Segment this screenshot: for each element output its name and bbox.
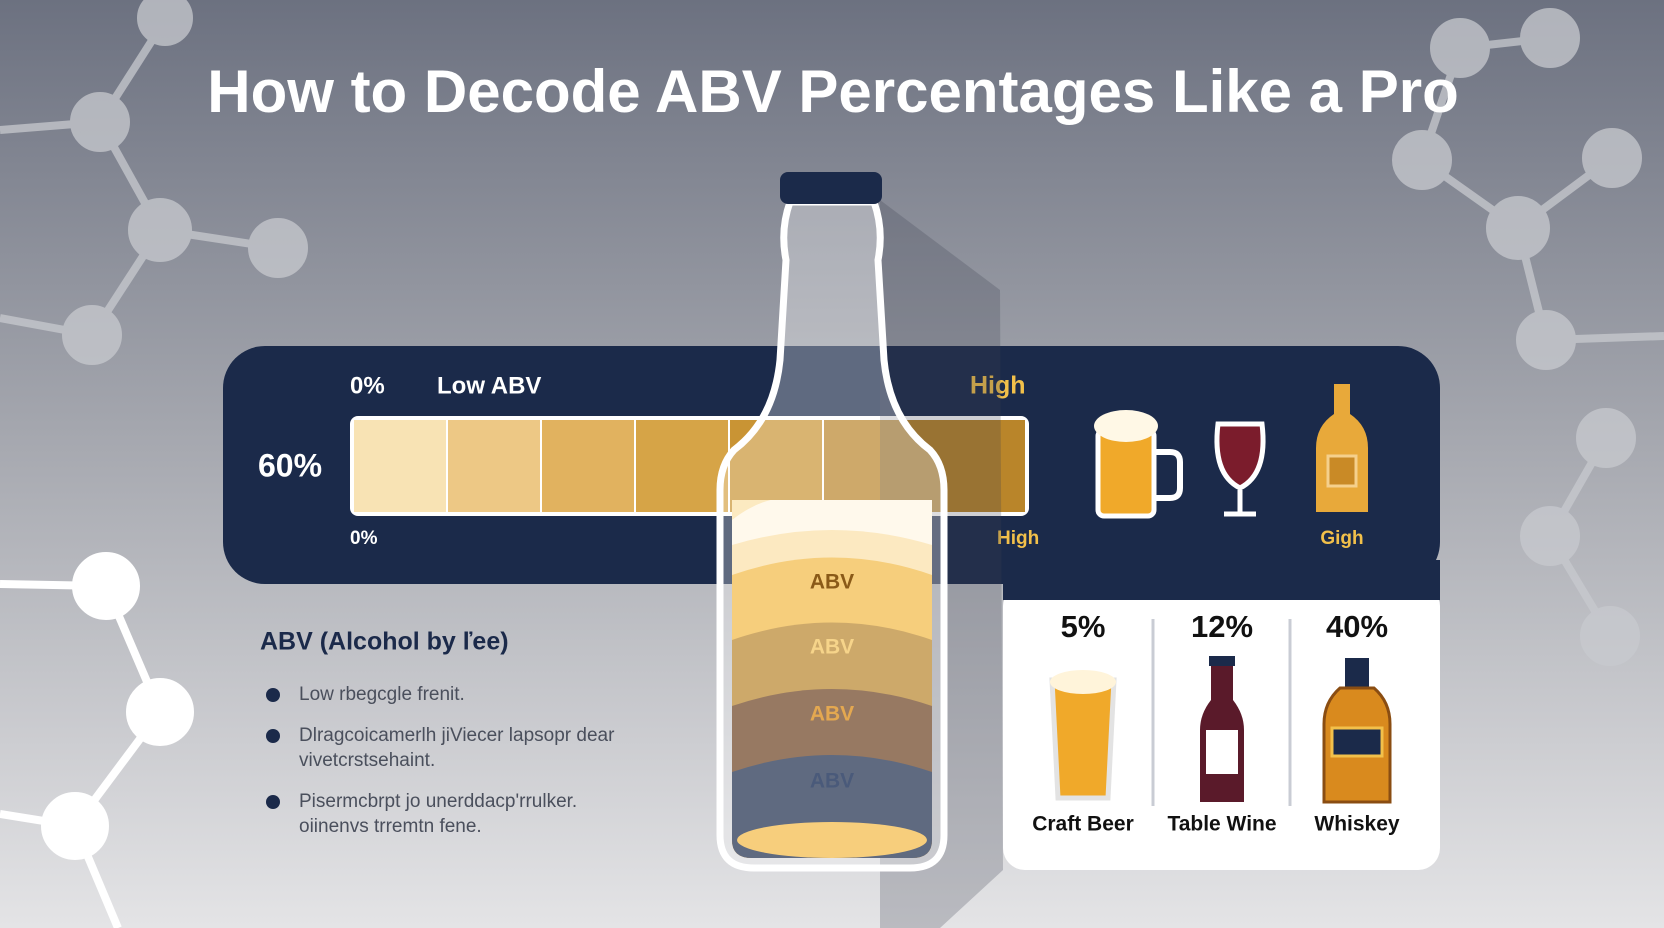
drink-name: Craft Beer [1032,813,1134,836]
scale-label: High [997,528,1039,549]
bullet-dot [266,795,280,809]
molecule-decor [0,0,1664,666]
band-label: ABV [810,770,854,793]
band-label: ABV [810,571,854,594]
molecule-decor-light [0,552,194,928]
bullet-text: Dlragcoicamerlh jiViecer lapsopr dear [299,725,615,746]
scale-segment [542,420,634,512]
scale-label: High [970,372,1026,400]
scale-label: 0% [350,372,385,399]
wine-bottle [1200,656,1244,802]
scale-label: 0% [350,528,378,549]
whiskey-bottle [1322,658,1392,804]
bullet-list: Low rbegcgle frenit. Dlragcoicamerlh jiVi… [266,684,615,837]
craft-beer-glass [1049,670,1117,801]
big-bottle [716,172,948,872]
bullet-text: Pisermcbrpt jo unerddacp'rrulker. [299,791,577,812]
bullet-text: oiinenvs trremtn fene. [299,816,482,837]
info-heading: ABV (Alcohol by ľee) [260,628,509,656]
bullet-text: vivetcrstsehaint. [299,750,435,771]
scale-segment [448,420,540,512]
scale-segment [636,420,728,512]
drink-columns: 5% Craft Beer 12% Table Wine 40% Whiskey [1032,609,1400,835]
drink-name: Table Wine [1167,813,1276,836]
drink-percent: 5% [1061,609,1106,644]
beer-mug-icon [1094,410,1183,519]
band-label: ABV [810,636,854,659]
bullet-dot [266,729,280,743]
bullet-dot [266,688,280,702]
scale-label: Gigh [1320,528,1363,549]
scale-segment [824,420,1025,512]
scale-label: Low ABV [437,372,541,399]
drink-name: Whiskey [1314,813,1400,836]
title: How to Decode ABV Percentages Like a Pro [207,58,1458,125]
scale-bar [350,416,1029,516]
band-label: ABV [810,703,854,726]
drink-percent: 40% [1326,609,1388,644]
wine-glass-icon [1214,421,1266,517]
liquor-bottle-icon [1316,384,1368,512]
scale-segment [354,420,446,512]
panel-join [1003,560,1440,600]
drink-percent: 12% [1191,609,1253,644]
bullet-text: Low rbegcgle frenit. [299,684,465,705]
scale-side-label: 60% [258,447,322,483]
